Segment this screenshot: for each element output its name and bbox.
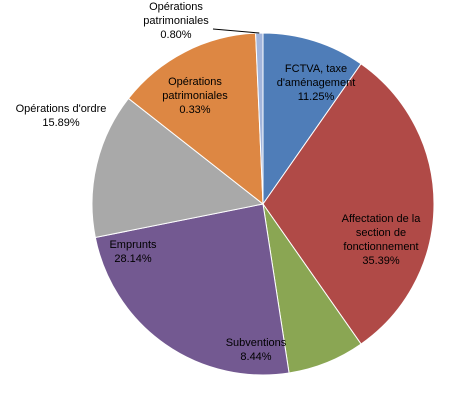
pie-slice-fctva-taxe-d-amenagement-0 <box>262 32 362 206</box>
slice-label-4: Opérations d'ordre 15.89% <box>16 103 107 129</box>
slice-percent-label: 28.14% <box>114 253 152 265</box>
slice-name-label: Opérations <box>168 76 222 88</box>
pie-slice-affectation-de-la-section-de-fonctionnement-1 <box>262 63 435 345</box>
leader-line <box>212 28 260 34</box>
slice-percent-label: 8.44% <box>240 351 271 363</box>
slice-name-label: fonctionnement <box>343 241 418 253</box>
slice-name-label: patrimoniales <box>162 90 228 102</box>
slice-name-label: section de <box>356 227 406 239</box>
slice-label-5: Opérations patrimoniales 0.33% <box>162 76 228 116</box>
slice-label-6: Opérations patrimoniales 0.80% <box>143 1 209 41</box>
slice-name-label: FCTVA, taxe <box>285 63 347 75</box>
pie-slice-operations-d-ordre-4 <box>91 97 265 239</box>
leader-lines <box>212 28 260 34</box>
slice-percent-label: 11.25% <box>298 91 335 103</box>
pie-slices <box>91 32 435 376</box>
pie-slice-emprunts-3 <box>94 203 290 376</box>
pie-slice-operations-patrimoniales-5 <box>127 32 264 206</box>
slice-name-label: Emprunts <box>109 239 157 251</box>
slice-label-3: Emprunts 28.14% <box>109 239 157 265</box>
slice-name-label: Subventions <box>226 337 287 349</box>
slice-name-label: d'aménagement <box>277 77 356 89</box>
slice-label-2: Subventions 8.44% <box>226 337 287 363</box>
slice-name-label: Affectation de la <box>342 213 422 225</box>
slice-name-label: Opérations d'ordre <box>16 103 107 115</box>
slice-percent-label: 15.89% <box>42 117 80 129</box>
slice-percent-label: 0.33% <box>179 104 210 116</box>
slice-label-1: Affectation de la section de fonctionnemen… <box>342 213 422 267</box>
slice-percent-label: 35.39% <box>362 255 400 267</box>
slice-label-0: FCTVA, taxe d'aménagement 11.25% <box>277 63 356 103</box>
slice-labels: FCTVA, taxe d'aménagement 11.25% Affectatio… <box>16 1 422 363</box>
slice-name-label: patrimoniales <box>143 15 209 27</box>
slice-name-label: Opérations <box>149 1 203 13</box>
slice-percent-label: 0.80% <box>160 29 191 41</box>
